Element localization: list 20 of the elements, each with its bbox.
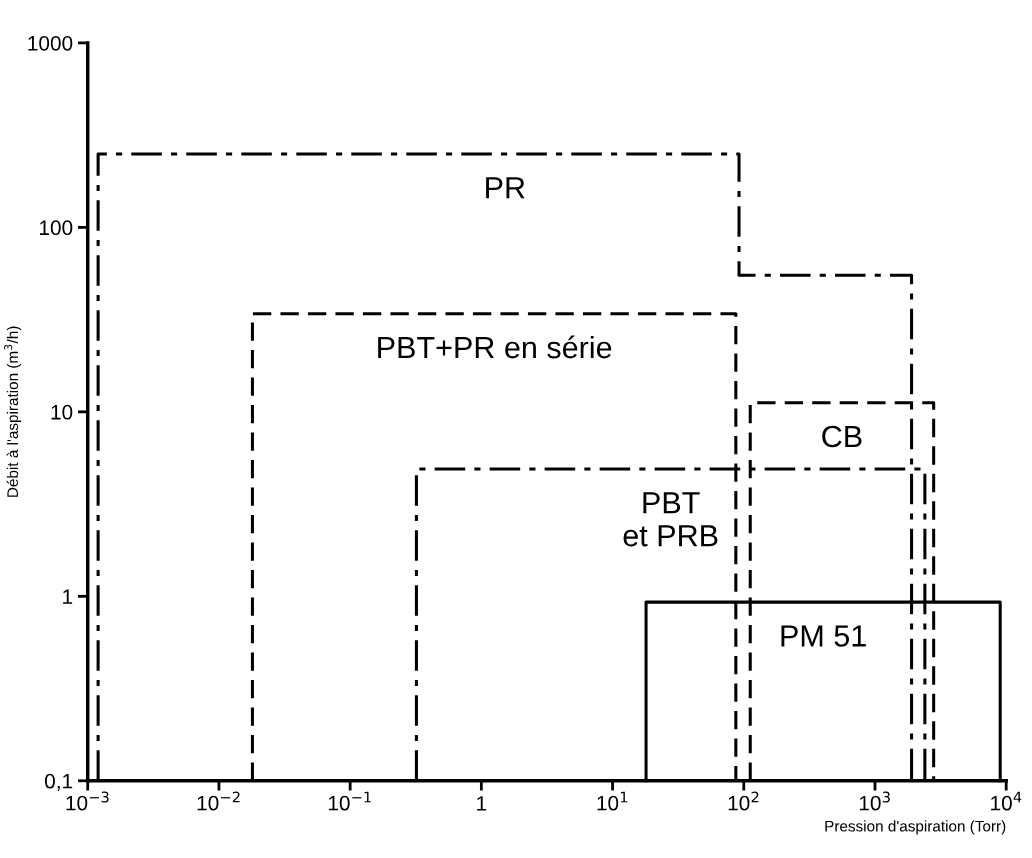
x-tick-label: 10$^{2}$ <box>728 791 759 811</box>
x-tick-label: 10$^{−1}$ <box>328 791 371 811</box>
series-label: PR <box>486 177 525 199</box>
x-tick-label: 10$^{−2}$ <box>197 791 240 811</box>
x-tick-label: 10$^{−3}$ <box>66 791 109 811</box>
series-label: PM 51 <box>781 625 866 647</box>
y-tick-label: 1000 <box>28 35 73 51</box>
y-tick-label: 0,1 <box>44 773 73 791</box>
y-tick-label: 100 <box>39 220 73 236</box>
x-axis-title: Pression d'aspiration (Torr) <box>825 820 1006 835</box>
y-tick-label: 10 <box>51 404 73 420</box>
x-tick-label: 10$^{3}$ <box>859 791 890 811</box>
series-label: PBT+PR en série <box>378 335 612 359</box>
series-label: PBT et PRB <box>623 492 718 547</box>
x-tick-label: 10$^{1}$ <box>597 791 628 811</box>
x-tick-label: 10$^{4}$ <box>991 791 1022 811</box>
series-label: CB <box>822 425 862 448</box>
y-tick-label: 1 <box>63 589 73 604</box>
x-tick-label: 1 <box>477 796 487 811</box>
y-axis-title: Débit à l'aspiration (m$^{3}$/h) <box>4 326 22 497</box>
